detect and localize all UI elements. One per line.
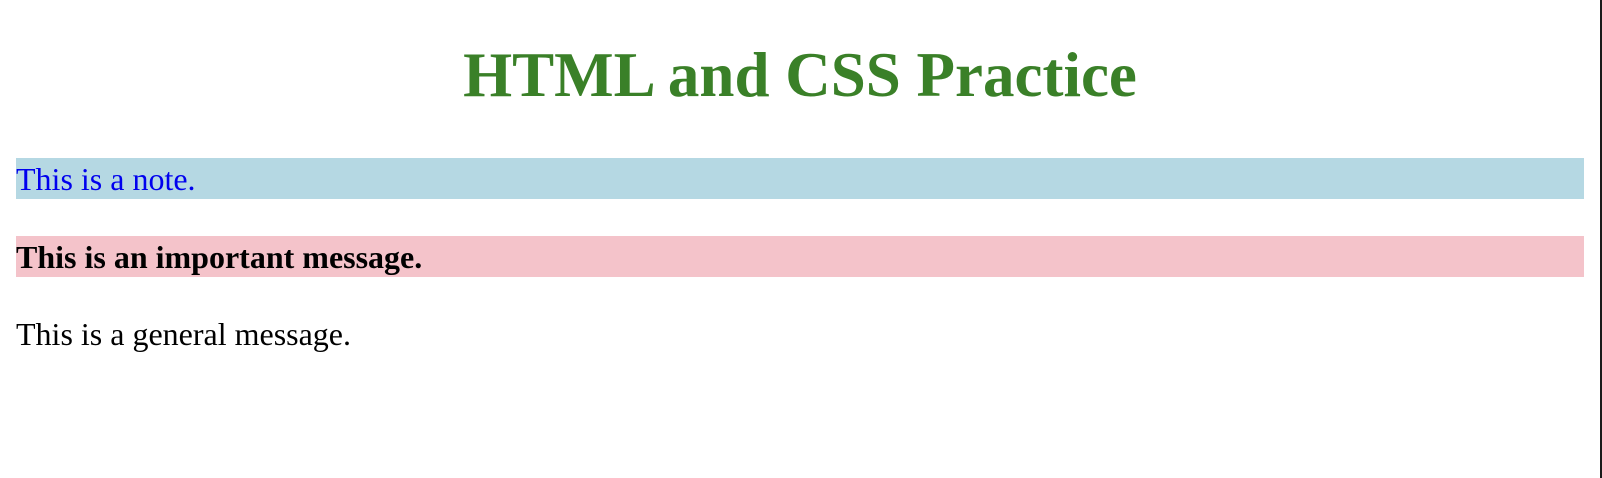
page-title: HTML and CSS Practice	[463, 40, 1137, 110]
general-message: This is a general message.	[16, 316, 351, 352]
important-message: This is an important message.	[16, 236, 1584, 277]
note-message: This is a note.	[16, 158, 1584, 199]
page-content: HTML and CSS Practice This is a note. Th…	[16, 0, 1584, 352]
window-edge-divider	[1600, 0, 1602, 478]
